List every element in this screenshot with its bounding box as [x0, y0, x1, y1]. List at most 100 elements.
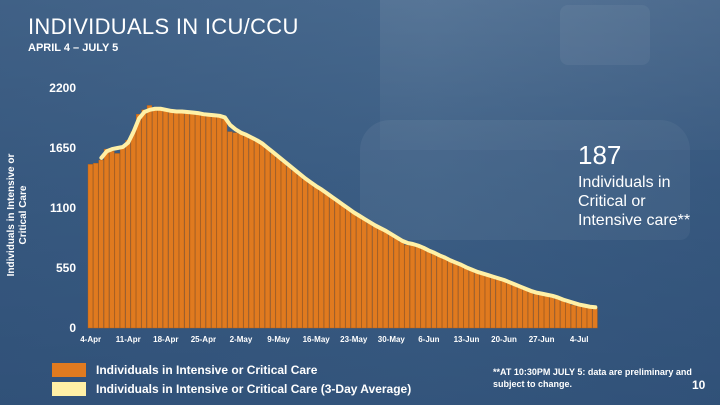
bar: [125, 140, 131, 329]
bar: [152, 107, 158, 329]
bar: [393, 237, 399, 329]
bar: [307, 182, 314, 329]
bar: [383, 230, 389, 329]
bar: [98, 159, 104, 329]
slide-subtitle: APRIL 4 – JULY 5: [28, 42, 119, 54]
bar: [248, 137, 255, 329]
x-tick-label: 4-Apr: [80, 335, 101, 344]
bar: [538, 293, 544, 329]
data-footnote: **AT 10:30PM JULY 5: data are preliminar…: [493, 367, 692, 389]
bar: [528, 291, 534, 329]
bar: [576, 305, 582, 329]
bar: [350, 212, 357, 329]
x-tick-label: 13-Jun: [454, 335, 480, 344]
bar: [554, 298, 561, 329]
bar: [205, 115, 212, 329]
bar: [361, 218, 367, 329]
bar: [109, 151, 115, 329]
bar: [452, 262, 459, 329]
bar: [570, 304, 577, 329]
bar: [388, 233, 394, 329]
x-tick-label: 9-May: [267, 335, 290, 344]
bar: [114, 153, 120, 329]
x-tick-label: 18-Apr: [153, 335, 178, 344]
bar: [103, 148, 110, 329]
bar: [141, 109, 147, 329]
bar: [222, 117, 228, 329]
bar: [485, 274, 491, 329]
bar: [340, 204, 346, 329]
legend-item-average: Individuals in Intensive or Critical Car…: [52, 379, 411, 398]
bar: [264, 147, 271, 329]
bar: [495, 278, 501, 329]
x-tick-label: 27-Jun: [529, 335, 555, 344]
current-count-callout: 187 Individuals in Critical or Intensive…: [578, 140, 708, 230]
bar: [447, 260, 453, 329]
bar: [404, 244, 410, 329]
bar: [195, 113, 201, 329]
x-tick-label: 4-Jul: [570, 335, 589, 344]
bar: [426, 251, 432, 329]
bar: [565, 302, 571, 329]
bar: [587, 307, 593, 329]
bar: [297, 175, 303, 329]
bar: [581, 306, 587, 329]
bar: [291, 170, 297, 329]
bar: [189, 112, 195, 329]
x-tick-label: 25-Apr: [191, 335, 216, 344]
y-axis-ticks: 0 550 1100 1650 2200: [49, 81, 76, 335]
bar: [281, 161, 287, 329]
y-tick-label: 1100: [50, 201, 76, 215]
x-tick-label: 23-May: [340, 335, 368, 344]
bar: [560, 300, 566, 329]
bar: [93, 163, 99, 329]
bar: [184, 112, 190, 329]
x-tick-label: 16-May: [303, 335, 331, 344]
bar: [179, 111, 185, 329]
bar: [415, 245, 421, 329]
bar: [329, 196, 335, 329]
bar: [544, 295, 550, 329]
bar: [468, 269, 475, 329]
bar: [409, 244, 416, 329]
bar: [254, 140, 260, 329]
bar-series: [87, 105, 598, 329]
bar: [511, 285, 518, 329]
bar: [146, 105, 153, 329]
legend-swatch-average: [52, 381, 86, 396]
x-tick-label: 2-May: [230, 335, 253, 344]
x-tick-label: 6-Jun: [418, 335, 439, 344]
x-axis-ticks: 4-Apr 11-Apr 18-Apr 25-Apr 2-May 9-May 16-May 2…: [80, 335, 588, 344]
bar: [270, 153, 276, 329]
y-tick-label: 550: [56, 261, 76, 275]
bar: [232, 132, 238, 329]
bar: [87, 164, 93, 329]
current-count-number: 187: [578, 140, 622, 170]
bar: [442, 257, 448, 329]
bar: [431, 253, 437, 329]
bar: [313, 185, 319, 329]
bar: [479, 273, 485, 329]
bar: [216, 116, 222, 329]
bar: [377, 227, 383, 329]
bar: [173, 110, 179, 329]
slide-number: 10: [692, 378, 706, 392]
legend-label-average: Individuals in Intensive or Critical Car…: [96, 381, 412, 396]
bar: [372, 225, 378, 329]
legend-item-daily: Individuals in Intensive or Critical Car…: [52, 360, 411, 379]
bar: [259, 142, 265, 329]
bar: [130, 131, 136, 329]
bar: [463, 267, 469, 329]
bar: [522, 289, 528, 329]
bar: [436, 255, 442, 329]
bar: [200, 115, 206, 329]
legend-swatch-daily: [52, 362, 86, 377]
bar: [366, 221, 373, 329]
x-tick-label: 11-Apr: [116, 335, 141, 344]
bar: [243, 135, 249, 329]
x-tick-label: 30-May: [378, 335, 406, 344]
bar: [399, 241, 405, 329]
bar: [324, 192, 330, 329]
bar: [474, 272, 480, 329]
x-tick-label: 20-Jun: [491, 335, 517, 344]
